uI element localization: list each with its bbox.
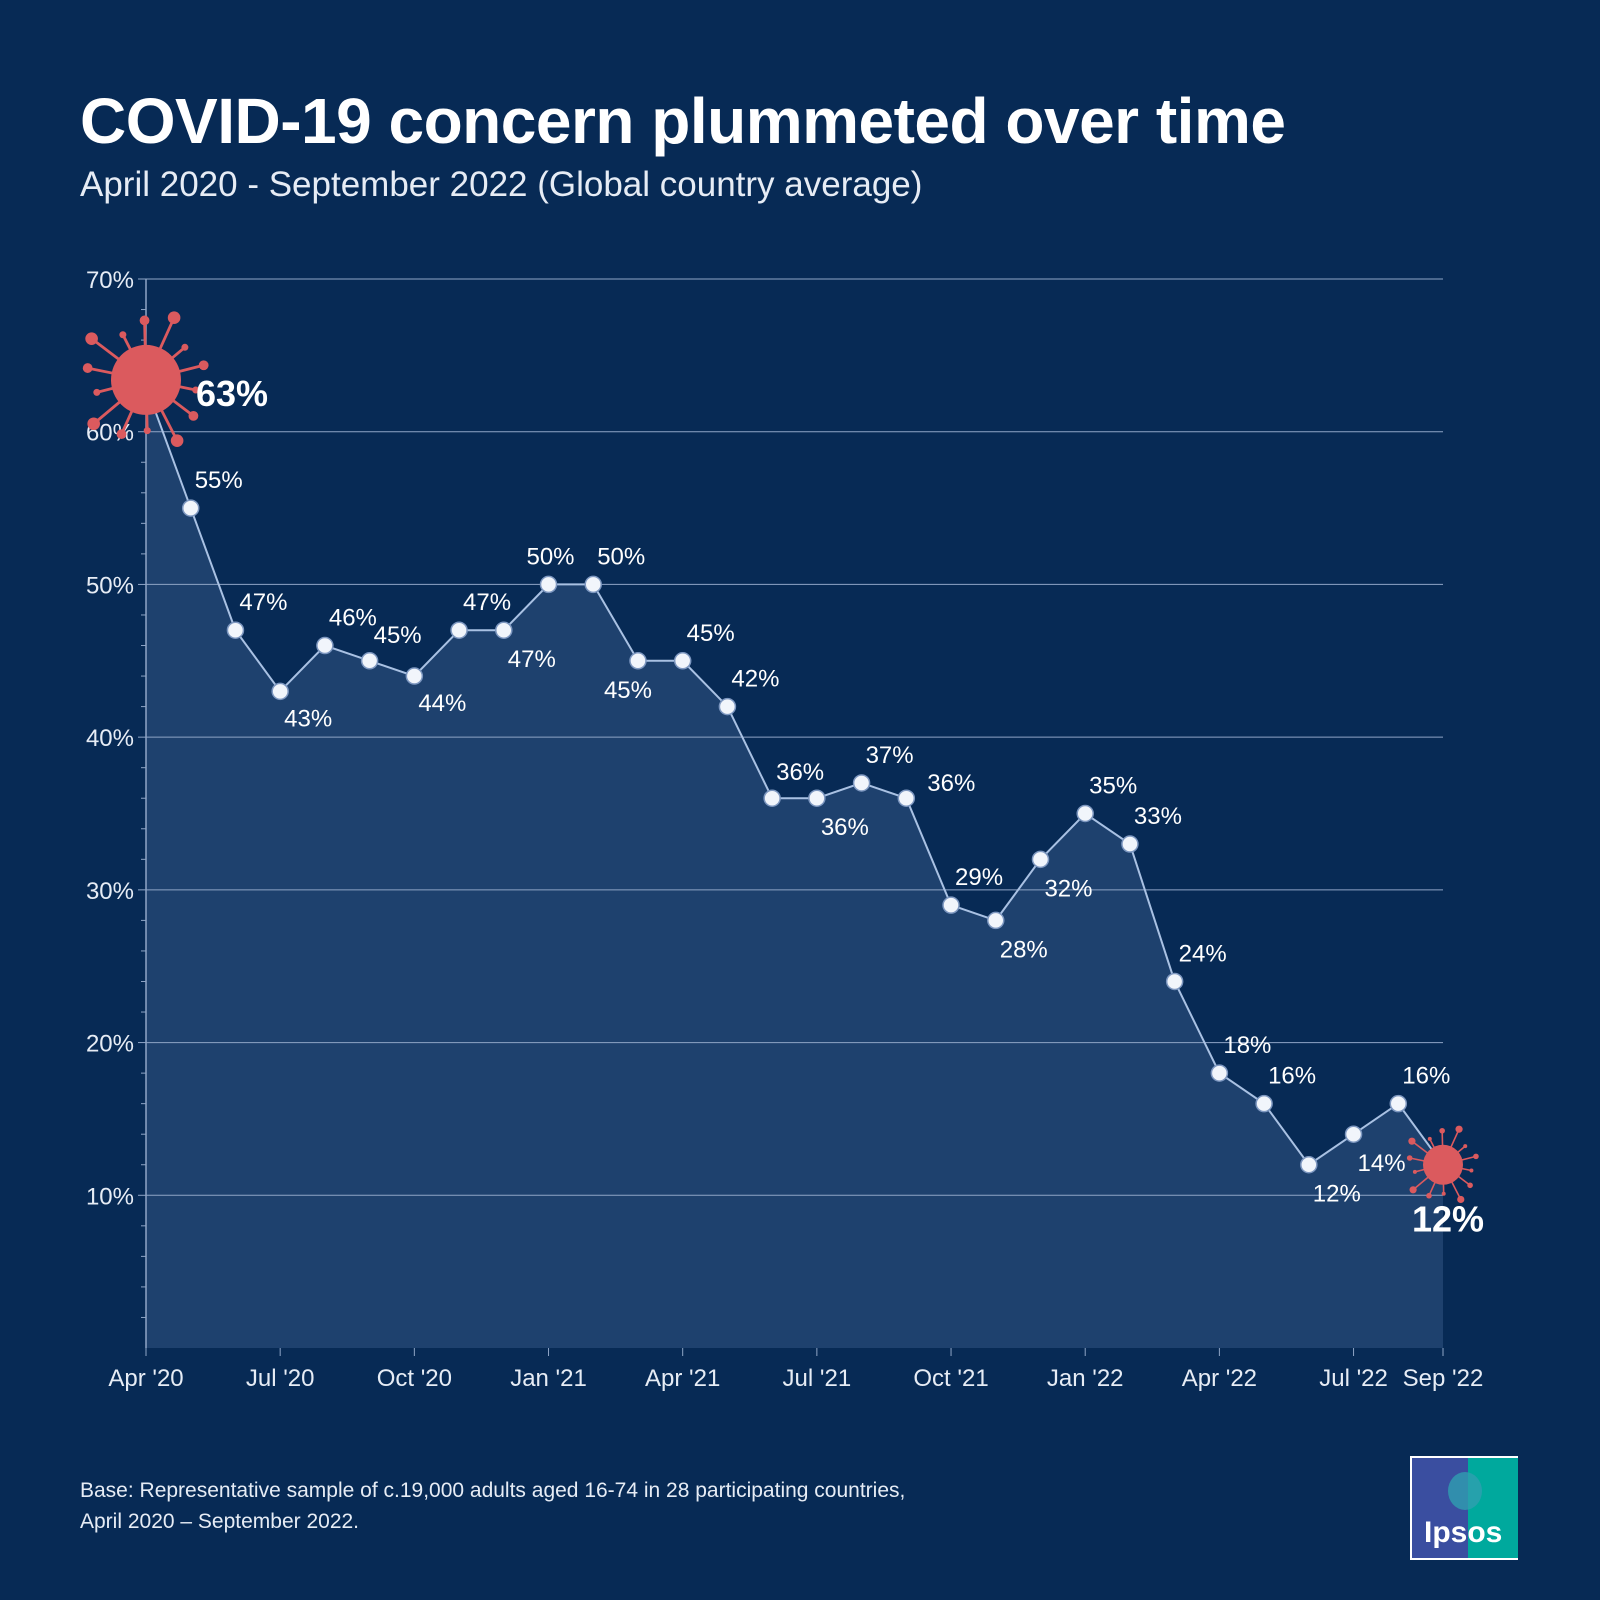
data-point (1165, 972, 1184, 991)
footnote-line-2: April 2020 – September 2022. (80, 1510, 360, 1533)
data-label: 35% (1089, 773, 1137, 800)
logo-head-icon (1448, 1472, 1482, 1510)
data-point (852, 774, 871, 792)
data-label: 32% (1044, 875, 1092, 902)
data-point (1210, 1064, 1229, 1082)
data-label: 45% (687, 620, 735, 647)
data-label: 47% (463, 589, 511, 616)
data-label: 14% (1358, 1150, 1406, 1177)
x-tick-label: Oct '20 (377, 1365, 452, 1392)
data-point (271, 682, 289, 701)
data-point (1031, 850, 1050, 869)
data-point (539, 575, 558, 594)
x-tick-label: Sep '22 (1403, 1365, 1484, 1392)
x-tick-label: Jan '21 (510, 1365, 587, 1392)
data-label: 29% (955, 864, 1003, 891)
data-point (1076, 804, 1094, 823)
data-point (1344, 1125, 1363, 1143)
data-point (1121, 835, 1139, 853)
data-label: 12% (1412, 1199, 1484, 1240)
data-point (226, 621, 245, 639)
data-label: 33% (1134, 803, 1182, 830)
x-tick-label: Jul '20 (246, 1365, 315, 1392)
data-label: 36% (927, 770, 975, 797)
data-label: 18% (1223, 1032, 1271, 1059)
x-tick-label: Jan '22 (1047, 1365, 1124, 1392)
chart-title: COVID-19 concern plummeted over time (80, 85, 1286, 157)
ipsos-logo: Ipsos (1410, 1456, 1518, 1560)
y-tick-label: 20% (86, 1031, 134, 1058)
x-tick-label: Jul '22 (1319, 1365, 1388, 1392)
data-point (360, 652, 379, 670)
data-point (808, 789, 826, 807)
data-point (495, 621, 513, 639)
data-label: 46% (329, 605, 377, 632)
data-point (1300, 1155, 1318, 1174)
data-point (316, 636, 334, 655)
data-point (763, 789, 781, 807)
data-label: 47% (508, 646, 556, 673)
data-label: 44% (418, 690, 466, 717)
data-label: 50% (597, 543, 645, 570)
x-tick-label: Oct '21 (913, 1365, 988, 1392)
data-point (450, 621, 468, 639)
data-point (897, 789, 916, 807)
data-label: 43% (284, 705, 332, 732)
data-point (1255, 1094, 1273, 1113)
x-tick-label: Apr '20 (108, 1365, 183, 1392)
area-fill (146, 385, 1443, 1348)
data-label: 16% (1402, 1063, 1450, 1090)
footnote-line-1: Base: Representative sample of c.19,000 … (80, 1479, 906, 1502)
virus-icon (1406, 1125, 1479, 1204)
logo-teal-panel (1468, 1458, 1518, 1558)
data-label: 45% (604, 677, 652, 704)
chart-subtitle: April 2020 - September 2022 (Global coun… (80, 165, 923, 204)
data-label: 24% (1179, 940, 1227, 967)
x-tick-label: Apr '21 (645, 1365, 720, 1392)
data-label: 37% (866, 742, 914, 769)
data-label: 12% (1313, 1181, 1361, 1208)
data-point (718, 697, 737, 716)
data-point (405, 667, 424, 685)
x-tick-label: Apr '22 (1182, 1365, 1257, 1392)
data-label: 50% (526, 543, 574, 570)
data-point (673, 652, 692, 670)
y-tick-label: 70% (86, 267, 134, 294)
y-tick-label: 10% (86, 1183, 134, 1210)
y-tick-label: 50% (86, 572, 134, 599)
data-point (987, 911, 1005, 930)
data-label: 42% (731, 666, 779, 693)
data-label: 63% (196, 373, 268, 414)
data-point (584, 575, 602, 594)
data-label: 16% (1268, 1063, 1316, 1090)
logo-text: Ipsos (1424, 1516, 1503, 1549)
data-label: 55% (195, 467, 243, 494)
data-label: 45% (374, 622, 422, 649)
y-tick-label: 30% (86, 878, 134, 905)
data-label: 28% (1000, 936, 1048, 963)
data-point (629, 652, 647, 670)
data-point (942, 896, 960, 914)
data-label: 36% (776, 759, 824, 786)
footnote: Base: Representative sample of c.19,000 … (80, 1475, 905, 1537)
x-tick-label: Jul '21 (783, 1365, 852, 1392)
y-tick-label: 40% (86, 725, 134, 752)
virus-icon (82, 311, 209, 447)
data-label: 36% (821, 814, 869, 841)
data-label: 47% (239, 589, 287, 616)
data-point (1389, 1094, 1408, 1113)
data-point (181, 499, 200, 517)
